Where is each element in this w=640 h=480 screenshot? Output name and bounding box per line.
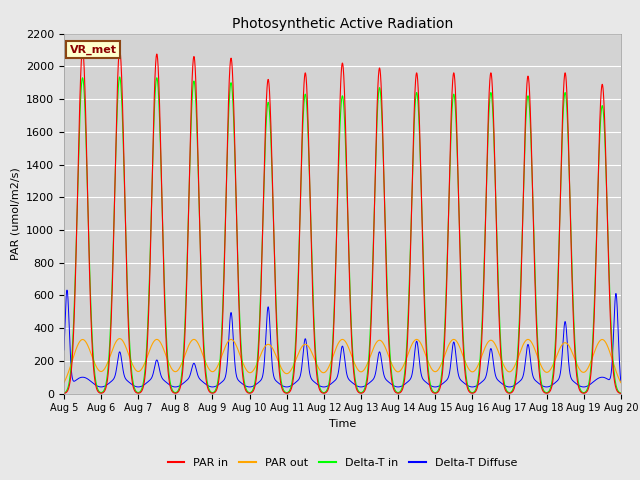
- PAR in: [436, 384, 444, 389]
- PAR out: [60, 380, 68, 385]
- Line: Delta-T Diffuse: Delta-T Diffuse: [64, 290, 621, 387]
- Line: Delta-T in: Delta-T in: [64, 77, 621, 393]
- PAR out: [116, 336, 124, 341]
- Y-axis label: PAR (umol/m2/s): PAR (umol/m2/s): [10, 167, 20, 260]
- Delta-T Diffuse: [161, 378, 168, 384]
- PAR out: [161, 348, 168, 354]
- PAR in: [617, 391, 625, 396]
- X-axis label: Time: Time: [329, 419, 356, 429]
- Text: VR_met: VR_met: [70, 44, 116, 55]
- Delta-T Diffuse: [322, 384, 330, 390]
- Delta-T Diffuse: [63, 287, 71, 293]
- PAR in: [60, 391, 68, 396]
- PAR out: [499, 360, 507, 366]
- PAR in: [616, 390, 624, 396]
- Line: PAR in: PAR in: [64, 50, 621, 394]
- Delta-T Diffuse: [60, 347, 68, 353]
- PAR out: [617, 380, 625, 385]
- Delta-T in: [116, 74, 124, 80]
- Delta-T Diffuse: [499, 382, 507, 387]
- PAR out: [322, 369, 330, 374]
- Delta-T in: [60, 390, 68, 396]
- Delta-T Diffuse: [468, 384, 476, 390]
- Title: Photosynthetic Active Radiation: Photosynthetic Active Radiation: [232, 17, 453, 31]
- PAR out: [436, 363, 444, 369]
- PAR out: [467, 369, 475, 374]
- Delta-T in: [322, 389, 330, 395]
- Delta-T in: [161, 275, 168, 281]
- Legend: PAR in, PAR out, Delta-T in, Delta-T Diffuse: PAR in, PAR out, Delta-T in, Delta-T Dif…: [163, 453, 522, 472]
- PAR in: [79, 47, 86, 53]
- Delta-T Diffuse: [616, 373, 624, 379]
- Delta-T in: [617, 390, 625, 396]
- PAR in: [499, 376, 507, 382]
- Delta-T in: [499, 370, 507, 375]
- Delta-T Diffuse: [97, 384, 105, 390]
- PAR out: [616, 379, 624, 384]
- PAR in: [322, 390, 330, 396]
- Delta-T in: [616, 390, 624, 396]
- Delta-T in: [436, 380, 444, 385]
- Line: PAR out: PAR out: [64, 338, 621, 383]
- Delta-T Diffuse: [436, 382, 444, 388]
- Delta-T Diffuse: [617, 378, 625, 384]
- Delta-T in: [467, 389, 475, 395]
- PAR in: [467, 390, 475, 396]
- PAR in: [161, 285, 168, 291]
